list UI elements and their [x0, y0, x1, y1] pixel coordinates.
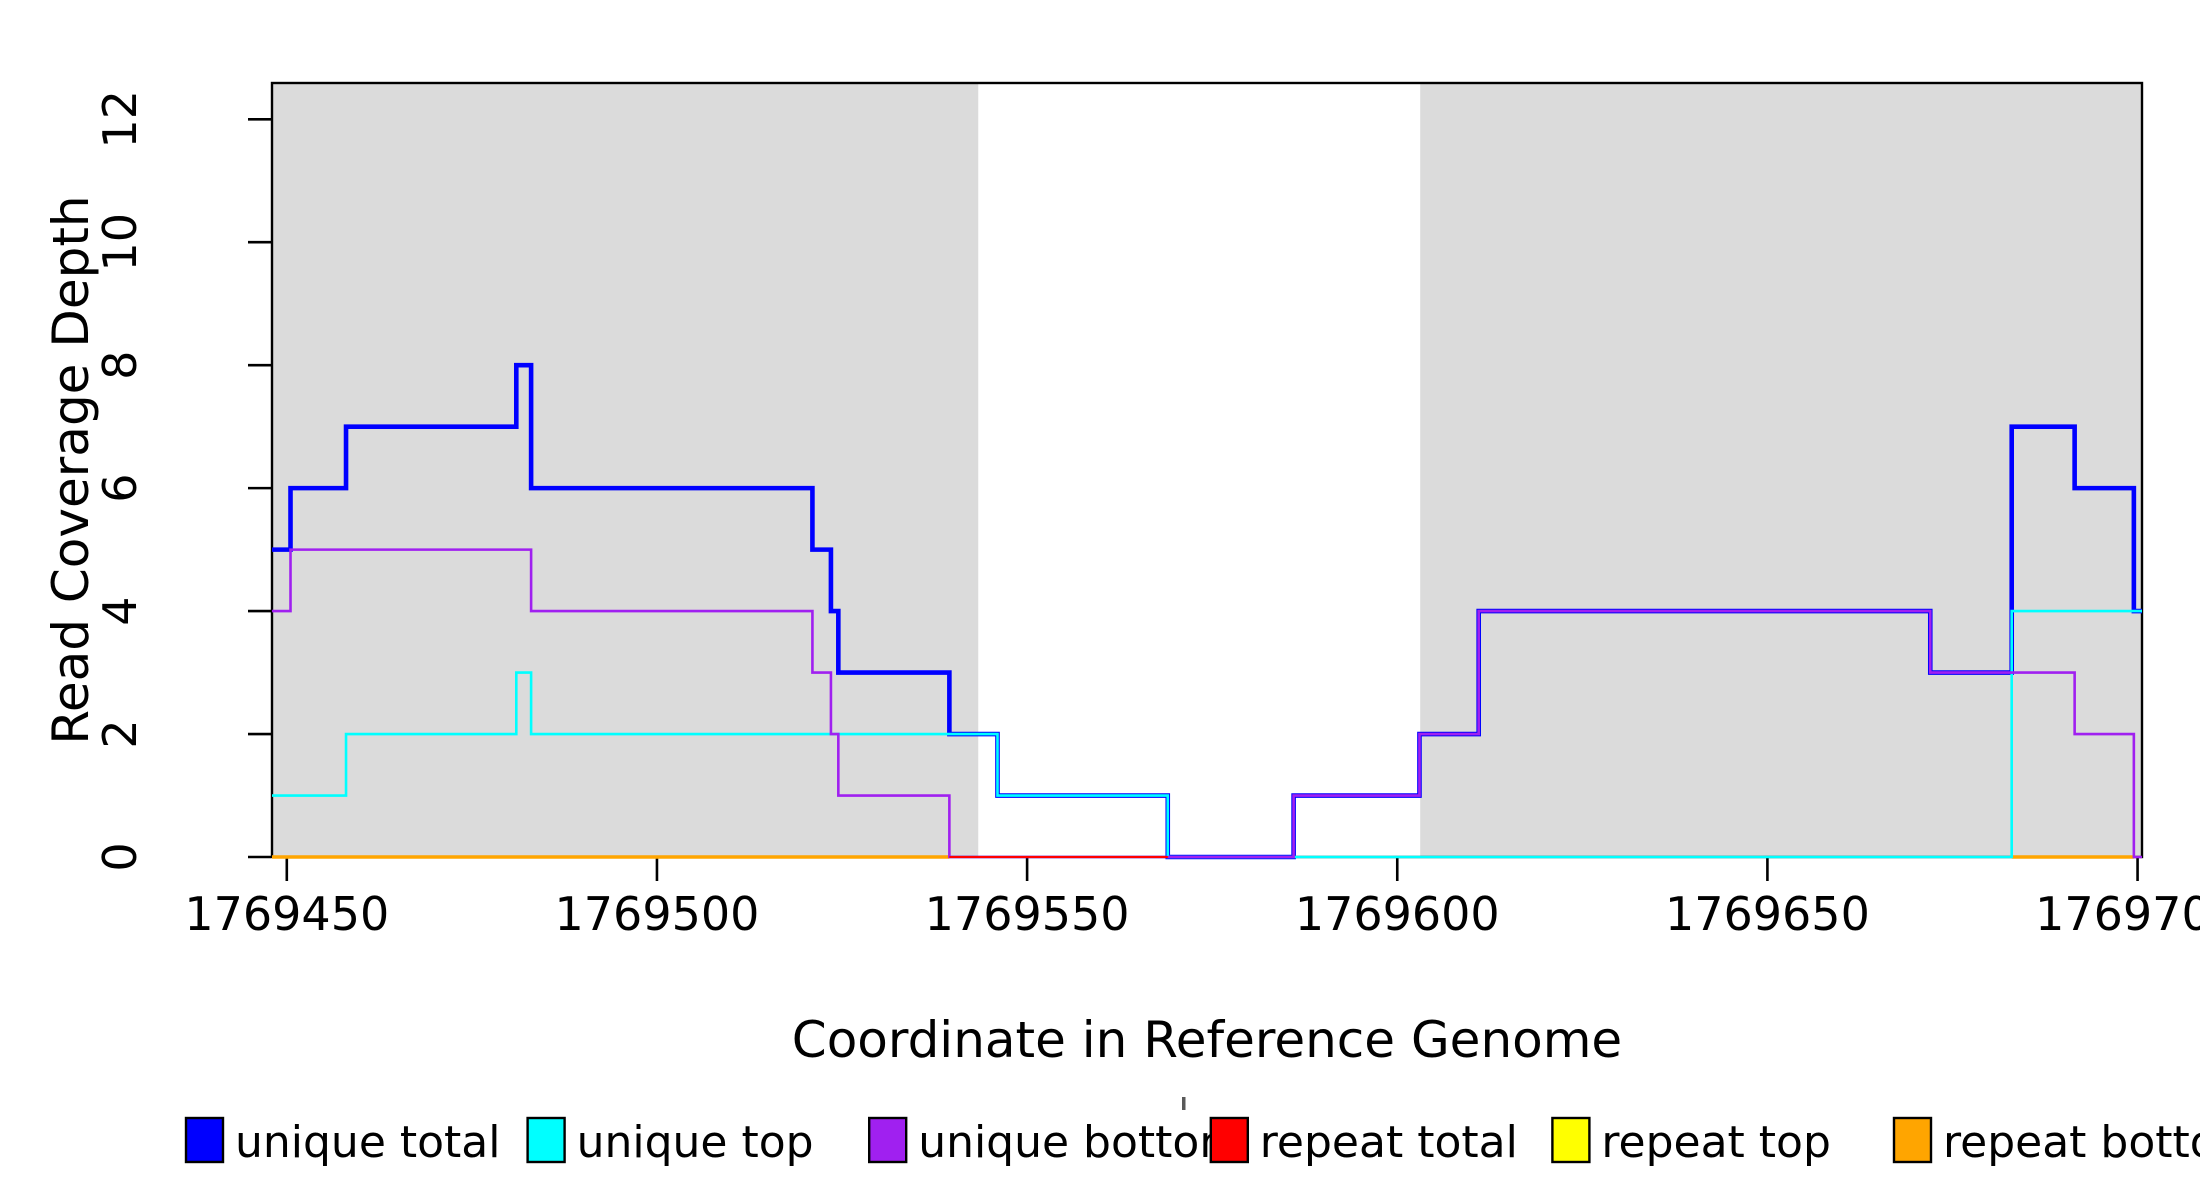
- y-tick-label: 0: [93, 842, 147, 871]
- legend-swatch: [868, 1116, 908, 1164]
- series-layer: [272, 362, 2142, 860]
- legend-item: unique total: [184, 1116, 500, 1168]
- legend-label: unique top: [577, 1117, 814, 1168]
- legend-item: unique top: [526, 1116, 814, 1168]
- x-tick-label: 1769450: [184, 887, 389, 941]
- legend-label: repeat total: [1260, 1117, 1518, 1168]
- x-tick-label: 1769500: [555, 887, 760, 941]
- y-axis-title: Read Coverage Depth: [42, 195, 100, 744]
- legend-swatch: [1209, 1116, 1250, 1164]
- y-tick-label: 8: [93, 351, 147, 380]
- legend-label: unique bottom: [918, 1117, 1242, 1168]
- series-unique-top: [272, 609, 2142, 859]
- y-tick-label: 2: [93, 719, 147, 748]
- x-axis-title: Coordinate in Reference Genome: [792, 1011, 1622, 1069]
- x-tick-label: 1769550: [925, 887, 1130, 941]
- legend-item: unique bottom: [868, 1116, 1242, 1168]
- y-tick-label: 6: [93, 473, 147, 502]
- legend: unique total unique top unique bottom repea…: [184, 1116, 2200, 1168]
- legend-swatch: [1892, 1116, 1933, 1164]
- y-tick-label: 4: [93, 596, 147, 625]
- y-tick-label: 10: [93, 213, 147, 272]
- legend-swatch: [184, 1116, 225, 1164]
- legend-item: repeat bottom: [1892, 1116, 2200, 1168]
- legend-swatch: [1551, 1116, 1591, 1164]
- legend-label: unique total: [235, 1117, 500, 1168]
- legend-item: repeat top: [1551, 1116, 1831, 1168]
- stray-mark: [1182, 1097, 1186, 1110]
- y-tick-label: 12: [93, 90, 147, 149]
- x-tick-label: 1769600: [1295, 887, 1500, 941]
- repeat-region-right: [1420, 84, 2142, 857]
- shaded-regions-layer: [272, 84, 2142, 857]
- legend-swatch: [526, 1116, 566, 1164]
- legend-label: repeat bottom: [1943, 1117, 2200, 1168]
- legend-item: repeat total: [1209, 1116, 1518, 1168]
- x-tick-label: 1769650: [1665, 887, 1870, 941]
- legend-label: repeat top: [1601, 1117, 1831, 1168]
- repeat-region-left: [272, 84, 979, 857]
- axes-layer: 1769450 1769500 1769550 1769600 1769650 17697…: [93, 90, 2200, 941]
